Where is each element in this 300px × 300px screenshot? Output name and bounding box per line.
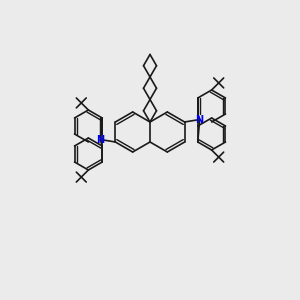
Text: N: N <box>196 115 204 125</box>
Text: N: N <box>96 135 104 145</box>
